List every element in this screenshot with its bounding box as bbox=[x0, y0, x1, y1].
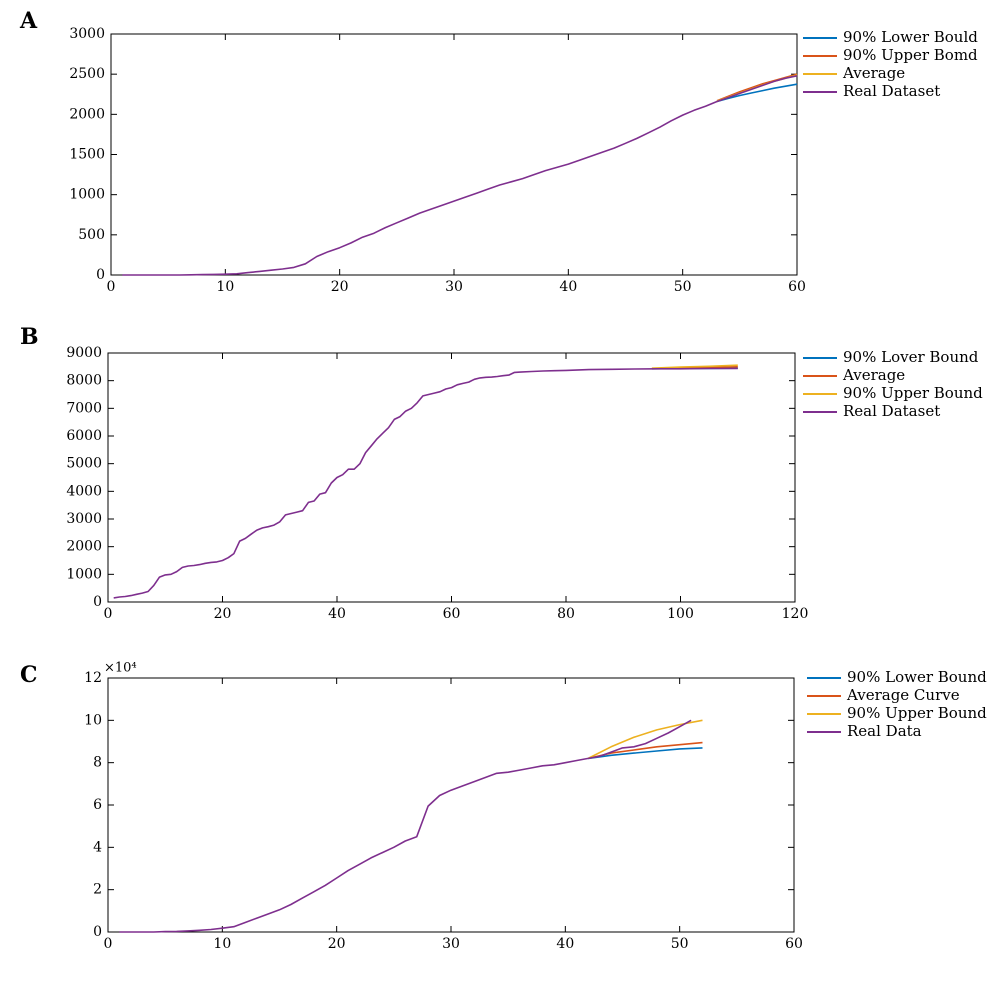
y-tick-label: 8 bbox=[93, 755, 102, 771]
x-tick-label: 0 bbox=[104, 606, 113, 622]
x-tick-label: 30 bbox=[442, 936, 460, 952]
chart-panel-b: B 0 20 40 60 80 100 120 0 1000 2000 3000 4000 5000 600… bbox=[20, 324, 983, 622]
y-tick-label: 0 bbox=[93, 594, 102, 610]
axes-box bbox=[110, 33, 798, 276]
chart-panel-c: C 0 10 20 30 40 50 60 0 2 4 6 8 10 12×10⁴ 90% Lower Bou… bbox=[20, 661, 987, 953]
x-tick-label: 10 bbox=[216, 279, 234, 295]
x-tick-label: 30 bbox=[445, 279, 463, 295]
legend-label: 90% Lower Bould bbox=[843, 28, 978, 46]
chart-panel-a: A 0 10 20 30 40 50 60 0 500 1000 1500 2000 2500 3000 90… bbox=[19, 8, 978, 295]
x-tick-label: 40 bbox=[556, 936, 574, 952]
y-tick-label: 7000 bbox=[66, 400, 102, 416]
axes-box bbox=[107, 352, 796, 603]
y-tick-label: 6 bbox=[93, 797, 102, 813]
legend-label: 90% Upper Bound bbox=[847, 704, 987, 722]
y-tick-label: 3000 bbox=[66, 511, 102, 527]
x-tick-label: 60 bbox=[788, 279, 806, 295]
legend-label: Real Data bbox=[847, 722, 922, 740]
y-tick-label: 9000 bbox=[66, 345, 102, 361]
x-tick-label: 100 bbox=[667, 606, 694, 622]
legend-label: 90% Lower Bound bbox=[847, 668, 987, 686]
x-tick-label: 10 bbox=[213, 936, 231, 952]
panel-letter: B bbox=[20, 324, 39, 350]
legend-label: Average bbox=[842, 64, 905, 82]
x-tick-label: 80 bbox=[557, 606, 575, 622]
y-tick-label: 4000 bbox=[66, 483, 102, 499]
series-line-4 bbox=[113, 367, 738, 599]
x-tick-label: 40 bbox=[328, 606, 346, 622]
x-tick-label: 20 bbox=[328, 936, 346, 952]
x-tick-label: 0 bbox=[104, 936, 113, 952]
x-tick-label: 120 bbox=[782, 606, 809, 622]
y-tick-label: 1000 bbox=[69, 187, 105, 203]
x-tick-label: 60 bbox=[785, 936, 803, 952]
panel-letter: C bbox=[20, 662, 38, 688]
x-tick-label: 40 bbox=[559, 279, 577, 295]
legend-label: Average Curve bbox=[846, 686, 960, 704]
y-tick-label: 2 bbox=[93, 882, 102, 898]
series-line-4 bbox=[122, 75, 798, 276]
y-multiplier-label: ×10⁴ bbox=[104, 661, 137, 676]
y-tick-label: 10 bbox=[84, 712, 102, 728]
y-tick-label: 1500 bbox=[69, 147, 105, 163]
y-tick-label: 0 bbox=[93, 924, 102, 940]
legend-label: 90% Upper Bound bbox=[843, 384, 983, 402]
x-tick-label: 20 bbox=[214, 606, 232, 622]
x-tick-label: 50 bbox=[671, 936, 689, 952]
series-line-3 bbox=[651, 364, 738, 369]
y-tick-label: 2000 bbox=[66, 539, 102, 555]
panel-letter: A bbox=[19, 8, 38, 34]
y-tick-label: 3000 bbox=[69, 26, 105, 42]
y-tick-label: 2000 bbox=[69, 106, 105, 122]
y-tick-label: 0 bbox=[96, 267, 105, 283]
y-tick-label: 6000 bbox=[66, 428, 102, 444]
y-tick-label: 12 bbox=[84, 670, 102, 686]
x-tick-label: 50 bbox=[674, 279, 692, 295]
legend-label: 90% Lover Bound bbox=[843, 348, 979, 366]
axes-box bbox=[107, 677, 795, 933]
y-tick-label: 8000 bbox=[66, 373, 102, 389]
y-tick-label: 500 bbox=[78, 227, 105, 243]
legend-label: Real Dataset bbox=[843, 82, 940, 100]
y-tick-label: 5000 bbox=[66, 456, 102, 472]
series-line-1 bbox=[716, 83, 798, 103]
y-tick-label: 1000 bbox=[66, 566, 102, 582]
x-tick-label: 60 bbox=[443, 606, 461, 622]
x-tick-label: 0 bbox=[107, 279, 116, 295]
legend-label: Average bbox=[842, 366, 905, 384]
series-line-4 bbox=[119, 719, 692, 933]
series-line-1 bbox=[588, 747, 703, 760]
x-tick-label: 20 bbox=[331, 279, 349, 295]
y-tick-label: 2500 bbox=[69, 66, 105, 82]
y-tick-label: 4 bbox=[93, 839, 102, 855]
legend-label: Real Dataset bbox=[843, 402, 940, 420]
legend-label: 90% Upper Bomd bbox=[843, 46, 978, 64]
